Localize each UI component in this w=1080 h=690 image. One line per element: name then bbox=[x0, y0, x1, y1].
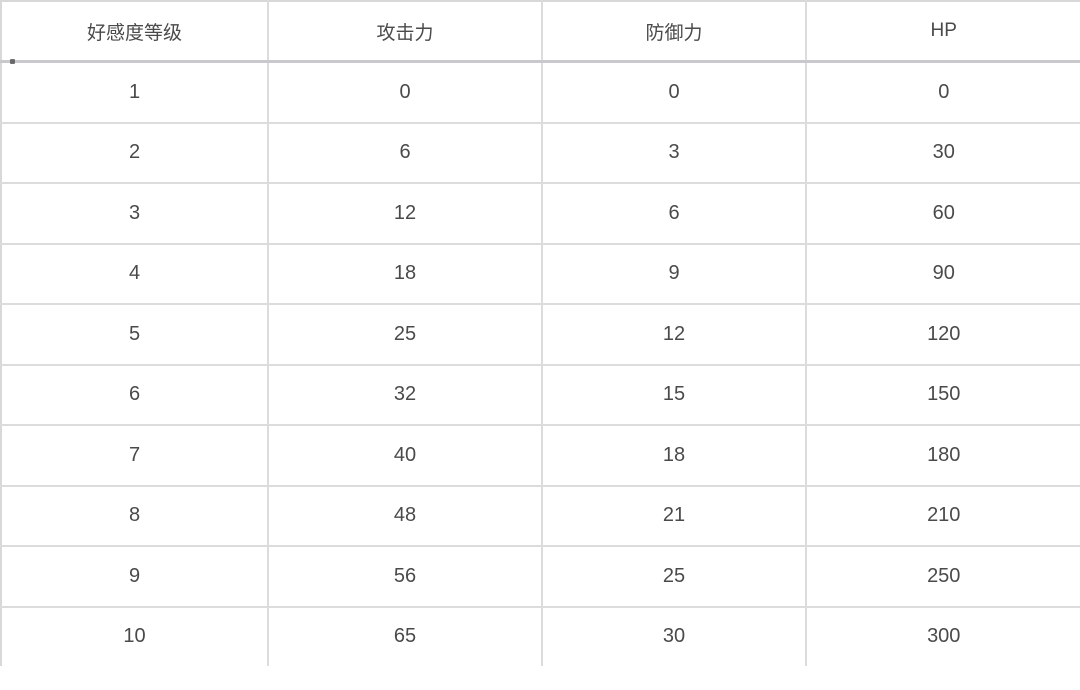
cell-level: 3 bbox=[0, 182, 269, 245]
cell-level: 10 bbox=[0, 605, 269, 666]
cell-attack: 48 bbox=[267, 484, 543, 547]
cell-level: 5 bbox=[0, 303, 269, 366]
cell-hp: 120 bbox=[805, 303, 1080, 366]
table-row: 2 6 3 30 bbox=[0, 121, 1080, 184]
cell-hp: 150 bbox=[805, 363, 1080, 426]
header-cell-defense: 防御力 bbox=[541, 0, 807, 63]
cell-level: 6 bbox=[0, 363, 269, 426]
cell-hp: 300 bbox=[805, 605, 1080, 666]
cell-hp: 60 bbox=[805, 182, 1080, 245]
stray-mark-artifact bbox=[10, 59, 15, 64]
cell-defense: 21 bbox=[541, 484, 807, 547]
table-row: 4 18 9 90 bbox=[0, 242, 1080, 305]
cell-hp: 180 bbox=[805, 424, 1080, 487]
cell-defense: 3 bbox=[541, 121, 807, 184]
cell-attack: 65 bbox=[267, 605, 543, 666]
cell-hp: 30 bbox=[805, 121, 1080, 184]
cell-attack: 32 bbox=[267, 363, 543, 426]
cell-defense: 12 bbox=[541, 303, 807, 366]
cell-attack: 25 bbox=[267, 303, 543, 366]
cell-attack: 0 bbox=[267, 60, 543, 124]
cell-defense: 15 bbox=[541, 363, 807, 426]
cell-defense: 30 bbox=[541, 605, 807, 666]
cell-level: 2 bbox=[0, 121, 269, 184]
cell-hp: 250 bbox=[805, 545, 1080, 608]
cell-level: 7 bbox=[0, 424, 269, 487]
cell-level: 4 bbox=[0, 242, 269, 305]
cell-hp: 0 bbox=[805, 60, 1080, 124]
cell-defense: 25 bbox=[541, 545, 807, 608]
cell-defense: 18 bbox=[541, 424, 807, 487]
cell-attack: 6 bbox=[267, 121, 543, 184]
cell-level: 9 bbox=[0, 545, 269, 608]
header-row: 好感度等级 攻击力 防御力 HP bbox=[0, 0, 1080, 63]
cell-defense: 0 bbox=[541, 60, 807, 124]
cell-level: 8 bbox=[0, 484, 269, 547]
cell-attack: 12 bbox=[267, 182, 543, 245]
cell-level: 1 bbox=[0, 60, 269, 124]
cell-attack: 40 bbox=[267, 424, 543, 487]
cell-hp: 210 bbox=[805, 484, 1080, 547]
cell-attack: 18 bbox=[267, 242, 543, 305]
cell-hp: 90 bbox=[805, 242, 1080, 305]
table-row: 1 0 0 0 bbox=[0, 60, 1080, 124]
cell-defense: 9 bbox=[541, 242, 807, 305]
table-row: 7 40 18 180 bbox=[0, 424, 1080, 487]
table-row: 9 56 25 250 bbox=[0, 545, 1080, 608]
header-cell-hp: HP bbox=[805, 0, 1080, 63]
table-row: 10 65 30 300 bbox=[0, 605, 1080, 666]
stats-table: 好感度等级 攻击力 防御力 HP 1 0 0 0 2 6 3 30 3 12 bbox=[0, 0, 1080, 666]
header-cell-level: 好感度等级 bbox=[0, 0, 269, 63]
table-row: 3 12 6 60 bbox=[0, 182, 1080, 245]
table-row: 8 48 21 210 bbox=[0, 484, 1080, 547]
cell-defense: 6 bbox=[541, 182, 807, 245]
table-row: 6 32 15 150 bbox=[0, 363, 1080, 426]
header-cell-attack: 攻击力 bbox=[267, 0, 543, 63]
cell-attack: 56 bbox=[267, 545, 543, 608]
table-row: 5 25 12 120 bbox=[0, 303, 1080, 366]
